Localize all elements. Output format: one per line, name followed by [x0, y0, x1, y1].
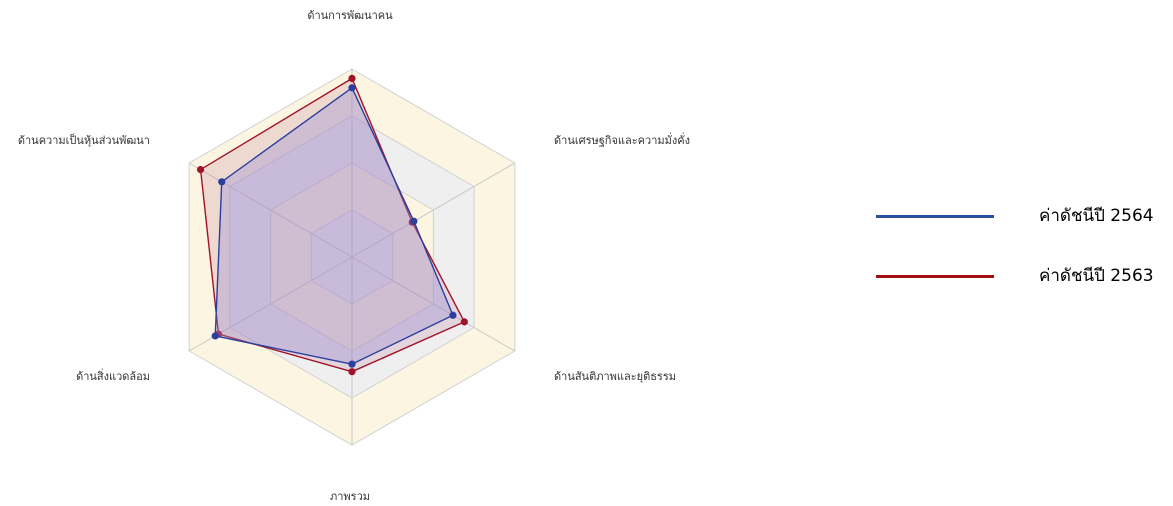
radar-axis-labels: ด้านการพัฒนาคนด้านเศรษฐกิจและความมั่งคั่… — [18, 9, 690, 503]
legend-item-2564: ค่าดัชนีปี 2564 — [876, 188, 1166, 248]
legend-swatch-2564 — [876, 215, 994, 218]
axis-label-3: ภาพรวม — [330, 490, 370, 503]
radar-axis-spokes — [188, 69, 516, 445]
radar-spoke-5 — [188, 162, 353, 258]
series-0-point-0 — [348, 84, 356, 92]
radar-spoke-2 — [351, 256, 516, 352]
axis-label-4: ด้านสิ่งแวดล้อม — [76, 368, 150, 383]
series-1-point-0 — [348, 74, 356, 82]
legend-label-2564: ค่าดัชนีปี 2564 — [1039, 206, 1154, 226]
series-1-point-2 — [460, 318, 468, 326]
axis-label-1: ด้านเศรษฐกิจและความมั่งคั่ง — [554, 132, 690, 147]
axis-label-0: ด้านการพัฒนาคน — [307, 9, 393, 22]
legend-swatch-2563 — [876, 275, 994, 278]
chart-legend: ค่าดัชนีปี 2564 ค่าดัชนีปี 2563 — [876, 188, 1166, 308]
axis-label-2: ด้านสันติภาพและยุติธรรม — [554, 370, 676, 383]
axis-label-5: ด้านความเป็นหุ้นส่วนพัฒนา — [18, 133, 150, 147]
series-0 — [211, 84, 457, 368]
radar-spoke-1 — [351, 162, 516, 258]
series-1-point-3 — [348, 368, 356, 376]
series-0-point-1 — [410, 217, 418, 225]
radar-series-layer — [196, 74, 468, 376]
series-0-point-3 — [348, 360, 356, 368]
legend-item-2563: ค่าดัชนีปี 2563 — [876, 248, 1166, 308]
series-0-point-5 — [218, 178, 226, 186]
series-0-point-4 — [211, 332, 219, 340]
legend-label-2563: ค่าดัชนีปี 2563 — [1039, 266, 1154, 286]
series-1-point-5 — [196, 165, 205, 174]
series-0-point-2 — [449, 311, 457, 319]
